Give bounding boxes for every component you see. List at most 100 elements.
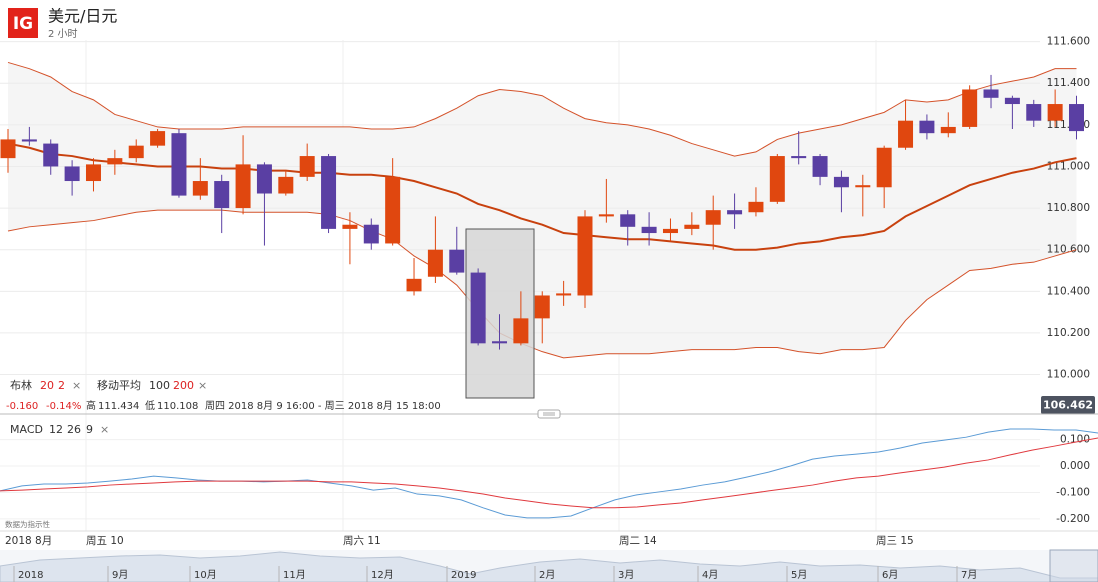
candle-body <box>748 201 764 213</box>
y-tick-label: 110.800 <box>1047 202 1090 214</box>
remove-button[interactable]: × <box>100 423 109 436</box>
y-tick-label: 0.000 <box>1060 460 1090 472</box>
y-tick-label: -0.100 <box>1056 486 1090 498</box>
candle-body <box>513 318 529 344</box>
y-tick-label: 110.600 <box>1047 244 1090 256</box>
change: -0.160 <box>6 401 38 412</box>
time-label: 周六 11 <box>343 535 381 547</box>
candle-body <box>705 210 721 225</box>
nav-label: 5月 <box>791 569 807 581</box>
indicator-param: 20 <box>40 379 54 392</box>
nav-label: 2月 <box>539 569 555 581</box>
candle-body <box>171 133 187 196</box>
candle-body <box>470 272 486 344</box>
high-label: 高 <box>86 399 96 412</box>
candle-body <box>406 278 422 292</box>
candle-body <box>556 293 572 296</box>
bollinger-upper <box>7 61 1077 157</box>
candle-body <box>598 214 614 217</box>
y-tick-label: 111.400 <box>1047 77 1090 89</box>
y-tick-label: 111.000 <box>1047 160 1090 172</box>
interval: 2 小时 <box>48 28 78 40</box>
y-tick-label: 0.100 <box>1060 434 1090 446</box>
time-label: 周二 14 <box>619 535 657 547</box>
y-tick-label: 111.600 <box>1047 36 1090 48</box>
high: 111.434 <box>98 401 139 412</box>
band-fill <box>8 62 1077 358</box>
candle-body <box>85 164 101 182</box>
nav-label: 6月 <box>882 569 898 581</box>
candle-body <box>620 214 636 227</box>
indicator-name: 布林 <box>10 378 32 392</box>
change-pct: -0.14% <box>46 401 81 412</box>
price-tag <box>1041 396 1095 414</box>
candle-body <box>855 185 871 188</box>
candle-body <box>534 295 550 319</box>
candle-body <box>299 156 315 177</box>
y-tick-label: 110.200 <box>1047 327 1090 339</box>
candle-body <box>235 164 251 209</box>
candle-body <box>919 120 935 134</box>
last-price: 106.462 <box>1043 399 1093 412</box>
low-label: 低 <box>145 399 155 412</box>
navigator-window[interactable] <box>1049 549 1098 582</box>
candle-body <box>983 89 999 98</box>
remove-button[interactable]: × <box>72 379 81 392</box>
candle-body <box>727 210 743 215</box>
y-tick-label: 110.400 <box>1047 285 1090 297</box>
candle-body <box>449 249 465 273</box>
y-tick-label: 110.000 <box>1047 369 1090 381</box>
y-tick-label: 111.200 <box>1047 119 1090 131</box>
candle-body <box>363 224 379 244</box>
candle-body <box>812 156 828 177</box>
title: 美元/日元 <box>48 7 117 26</box>
candle-body <box>940 126 956 134</box>
candle-body <box>684 224 700 229</box>
nav-label: 2018 <box>18 570 43 581</box>
candle-body <box>427 249 443 277</box>
candle-body <box>214 181 230 209</box>
candle-body <box>833 176 849 188</box>
candle-body <box>1026 104 1042 121</box>
candle-body <box>492 341 508 344</box>
nav-label: 11月 <box>283 569 306 581</box>
candle-body <box>150 131 166 146</box>
logo-text: IG <box>13 14 33 34</box>
candle-body <box>278 176 294 194</box>
candle-body <box>791 156 807 159</box>
nav-label: 4月 <box>702 569 718 581</box>
indicator-param: 12 <box>49 423 63 436</box>
low: 110.108 <box>157 401 198 412</box>
resize-handle[interactable] <box>537 409 561 419</box>
candle-body <box>385 176 401 244</box>
nav-label: 7月 <box>961 569 977 581</box>
candle-body <box>876 147 892 188</box>
logo <box>8 8 38 38</box>
candle-body <box>1069 104 1084 132</box>
indicator-param: 9 <box>86 423 93 436</box>
candle-body <box>769 156 785 202</box>
candle-body <box>256 164 272 194</box>
candle-body <box>128 145 144 159</box>
time-label: 周三 15 <box>876 535 914 547</box>
disclaimer: 数据为指示性 <box>5 519 50 529</box>
indicator-param: 26 <box>67 423 81 436</box>
nav-label: 3月 <box>618 569 634 581</box>
indicator-param: 100 <box>149 379 170 392</box>
y-tick-label: -0.200 <box>1056 513 1090 525</box>
candle-body <box>662 228 678 234</box>
nav-label: 12月 <box>371 569 394 581</box>
bollinger-lower <box>7 209 1077 359</box>
candle-body <box>342 224 358 229</box>
candle-body <box>1047 104 1063 121</box>
indicator-name: MACD <box>10 423 43 436</box>
candle-body <box>107 158 123 165</box>
nav-label: 9月 <box>112 569 128 581</box>
candle-body <box>64 166 80 182</box>
remove-button[interactable]: × <box>198 379 207 392</box>
time-label: 周五 10 <box>86 535 124 547</box>
candle-body <box>577 216 593 296</box>
date-range: 周四 2018 8月 9 16:00 - 周三 2018 8月 15 18:00 <box>205 400 441 412</box>
nav-label: 10月 <box>194 569 217 581</box>
